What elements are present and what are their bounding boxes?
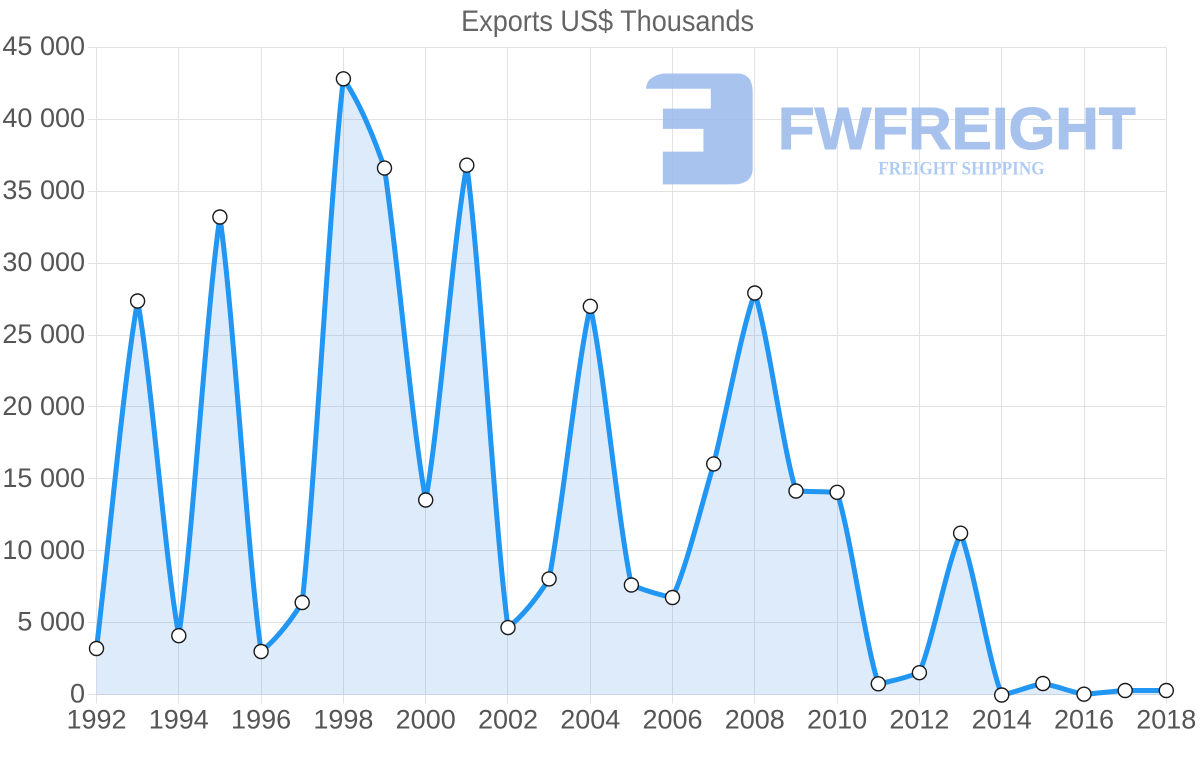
svg-text:40 000: 40 000 — [2, 103, 85, 133]
svg-text:10 000: 10 000 — [2, 535, 85, 565]
svg-text:Exports US$ Thousands: Exports US$ Thousands — [461, 5, 754, 38]
svg-text:2010: 2010 — [807, 705, 867, 735]
svg-text:35 000: 35 000 — [2, 175, 85, 205]
svg-text:20 000: 20 000 — [2, 391, 85, 421]
svg-text:2006: 2006 — [642, 705, 702, 735]
svg-text:0: 0 — [70, 679, 85, 709]
svg-text:1998: 1998 — [313, 705, 373, 735]
svg-text:2018: 2018 — [1136, 705, 1196, 735]
svg-text:2002: 2002 — [478, 705, 538, 735]
svg-text:FREIGHT SHIPPING: FREIGHT SHIPPING — [878, 160, 1044, 180]
svg-text:FWFREIGHT: FWFREIGHT — [778, 96, 1136, 162]
svg-text:5 000: 5 000 — [17, 607, 85, 637]
svg-text:1992: 1992 — [66, 705, 126, 735]
svg-text:2012: 2012 — [889, 705, 949, 735]
svg-text:30 000: 30 000 — [2, 247, 85, 277]
svg-text:1996: 1996 — [231, 705, 291, 735]
svg-text:2008: 2008 — [725, 705, 785, 735]
svg-text:2016: 2016 — [1054, 705, 1114, 735]
svg-text:25 000: 25 000 — [2, 319, 85, 349]
svg-text:2000: 2000 — [396, 705, 456, 735]
svg-text:15 000: 15 000 — [2, 463, 85, 493]
svg-text:2014: 2014 — [972, 705, 1032, 735]
svg-text:45 000: 45 000 — [2, 31, 85, 61]
svg-text:2004: 2004 — [560, 705, 620, 735]
svg-text:1994: 1994 — [149, 705, 209, 735]
